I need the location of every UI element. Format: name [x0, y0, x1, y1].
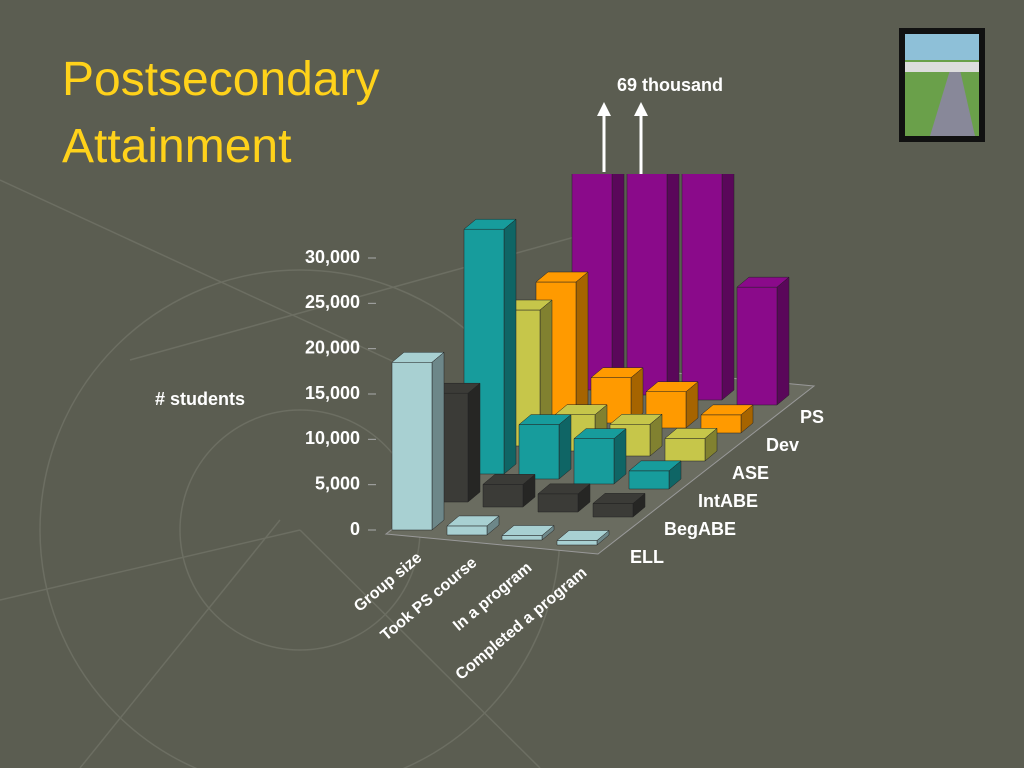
- bar-top: [573, 428, 627, 439]
- y-tick-label: 25,000: [305, 292, 360, 312]
- bar-top: [535, 271, 589, 283]
- bar-front: [664, 438, 706, 462]
- bar: [592, 492, 646, 518]
- y-tick-label: 30,000: [305, 247, 360, 267]
- bar: [556, 529, 610, 546]
- bar-side: [776, 276, 790, 406]
- title-line1: Postsecondary: [62, 53, 380, 106]
- annotation: 69 thousand: [617, 75, 723, 95]
- bar-side: [467, 382, 481, 503]
- bar-top: [664, 428, 718, 439]
- bars: [391, 109, 790, 546]
- bar-front: [501, 535, 543, 541]
- bar: [518, 414, 572, 480]
- bar-top: [537, 483, 591, 495]
- bar-top: [463, 218, 517, 230]
- bar-front: [736, 286, 778, 406]
- bar-top: [501, 525, 555, 536]
- y-tick-label: 0: [350, 519, 360, 539]
- bar-top: [482, 474, 536, 485]
- bar-side: [721, 174, 735, 401]
- bar-side: [503, 218, 517, 475]
- icon: [899, 28, 985, 142]
- bar: [482, 473, 536, 508]
- annotation-arrows: [597, 102, 648, 176]
- bar: [446, 515, 500, 536]
- bar: [391, 351, 445, 531]
- bar-front: [518, 424, 560, 480]
- bar-top: [682, 109, 734, 119]
- y-axis-label: # students: [155, 389, 245, 409]
- bar-top: [609, 414, 663, 425]
- bar-front: [681, 174, 723, 401]
- plot: 0 5,000 10,000 15,000 20,000 25,000 30,000 PSDe…: [305, 109, 824, 684]
- bar-front: [537, 493, 579, 513]
- bar: [681, 109, 735, 401]
- bar: [501, 524, 555, 541]
- bar-top: [446, 515, 500, 527]
- bar-top: [645, 381, 699, 392]
- bar-side: [431, 351, 445, 531]
- bar-side: [575, 271, 589, 419]
- bar-top: [628, 460, 682, 472]
- bar-top: [391, 352, 445, 363]
- bar: [626, 174, 680, 396]
- bar-front: [573, 438, 615, 485]
- bar-side: [666, 174, 680, 396]
- bar-front: [482, 484, 524, 508]
- series-label: ASE: [732, 463, 769, 483]
- y-tick-label: 20,000: [305, 337, 360, 357]
- bar-top: [700, 404, 754, 416]
- bar-front: [446, 525, 488, 536]
- y-tick-label: 5,000: [315, 473, 360, 493]
- bar-front: [626, 174, 668, 396]
- bar-front: [628, 470, 670, 490]
- bar-front: [592, 503, 634, 518]
- bar: [736, 276, 790, 406]
- bar: [628, 460, 682, 490]
- series-label: IntABE: [698, 491, 758, 511]
- bar: [573, 428, 627, 485]
- y-tick-label: 10,000: [305, 428, 360, 448]
- series-label: Dev: [766, 435, 799, 455]
- y-tick-label: 15,000: [305, 383, 360, 403]
- bar: [537, 483, 591, 513]
- title-line2: Attainment: [62, 120, 291, 173]
- bar-side: [611, 174, 625, 391]
- bar-top: [590, 367, 644, 378]
- bar: [664, 427, 718, 462]
- bar-front: [556, 540, 598, 546]
- bar-front: [391, 362, 433, 531]
- series-label: ELL: [630, 547, 664, 567]
- series-label: PS: [800, 407, 824, 427]
- bar-top: [592, 493, 646, 504]
- bar-top: [554, 404, 608, 415]
- bar-top: [736, 276, 790, 288]
- series-label: BegABE: [664, 519, 736, 539]
- bar-side: [558, 414, 572, 480]
- bar-top: [556, 530, 610, 541]
- bar-top: [518, 414, 572, 425]
